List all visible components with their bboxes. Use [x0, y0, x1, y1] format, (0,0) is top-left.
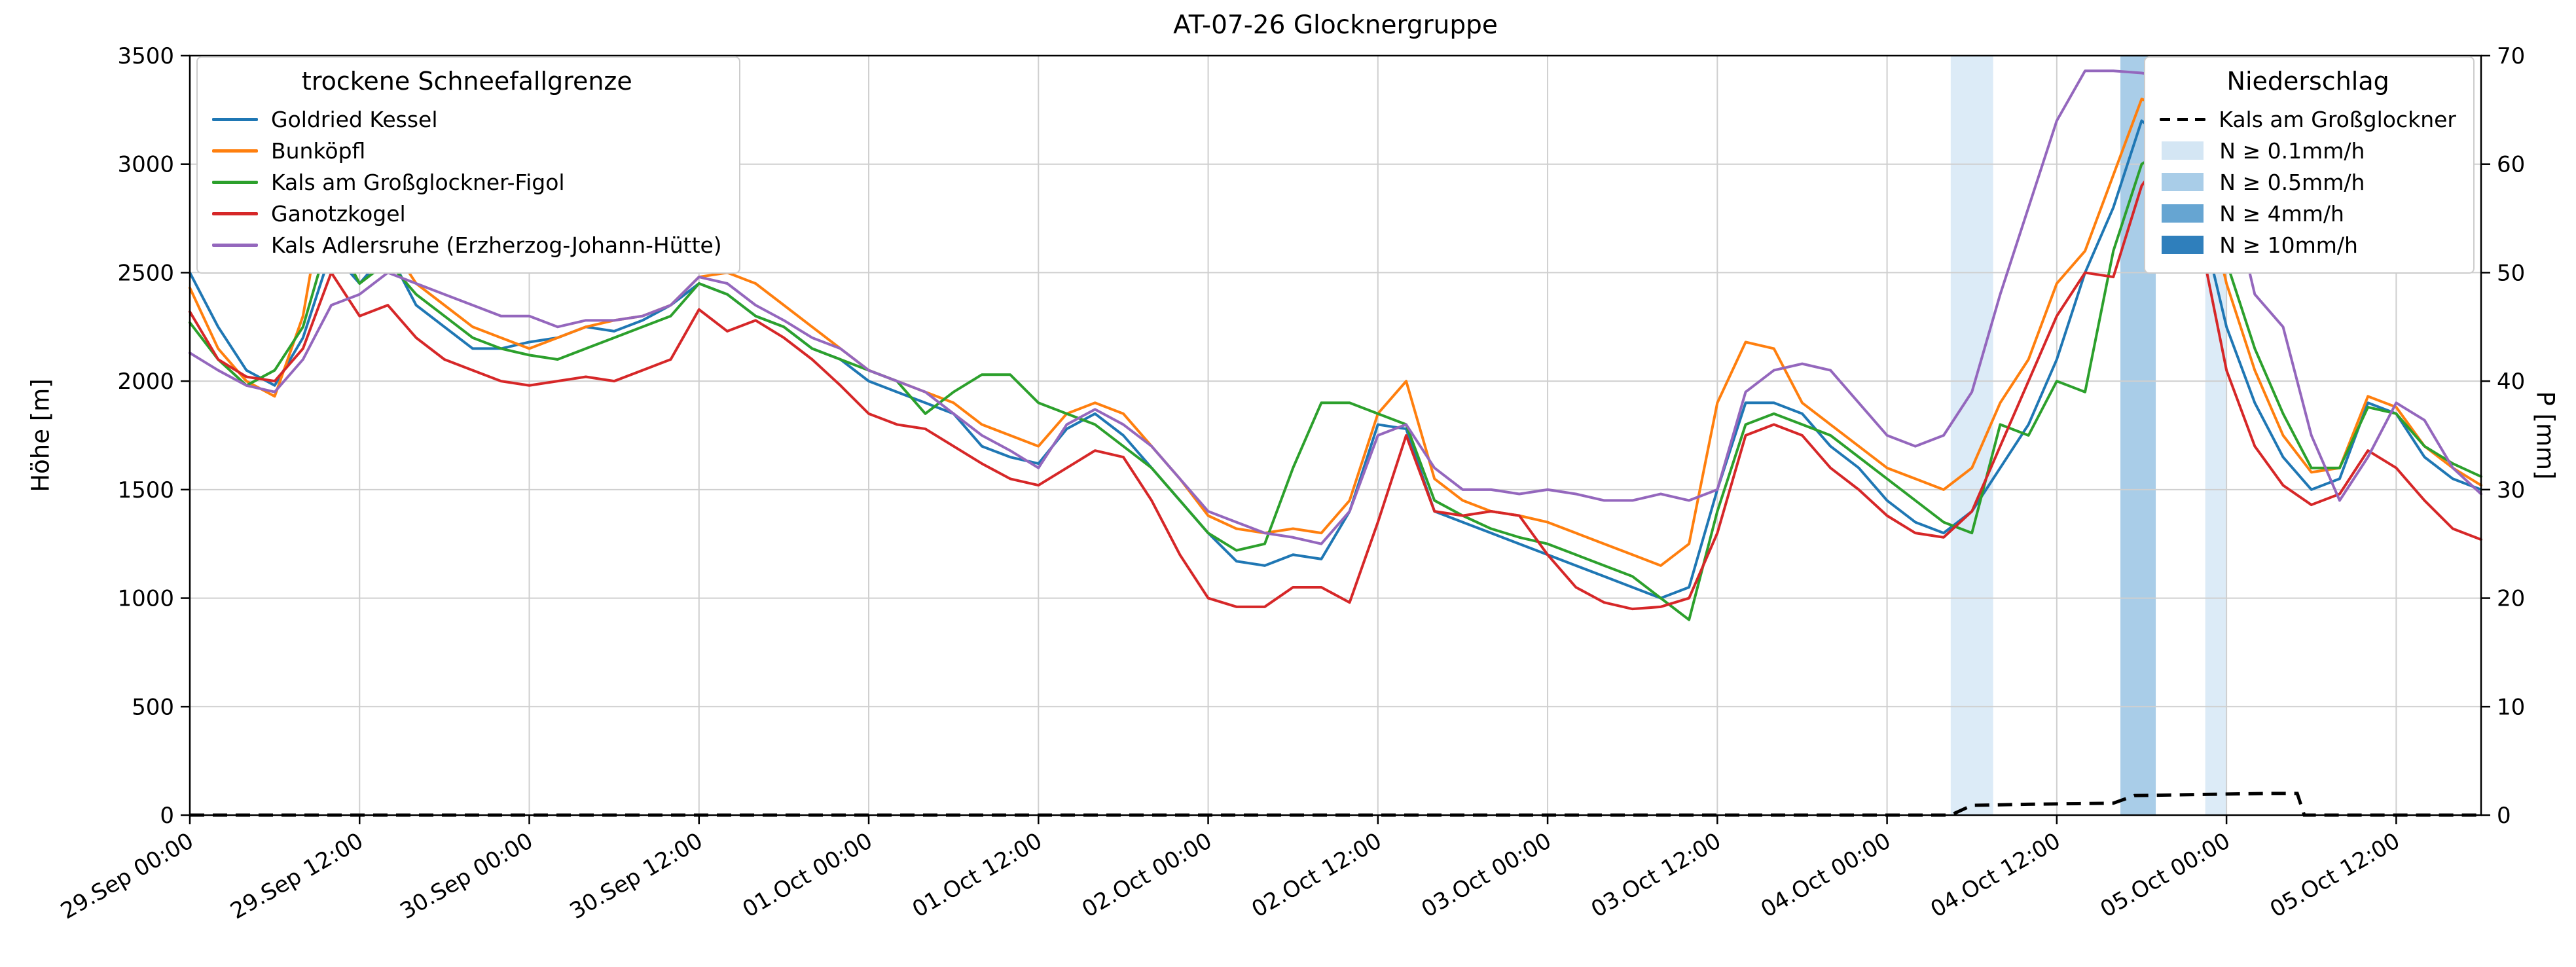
x-tick-label: 03.Oct 00:00: [1417, 828, 1556, 922]
legend-precip-title: Niederschlag: [2226, 67, 2389, 96]
x-tick-label: 02.Oct 00:00: [1078, 828, 1216, 922]
series-line-1: [189, 98, 2482, 567]
y-left-tick-label: 3500: [117, 43, 174, 69]
band-swatch-05: [2162, 173, 2204, 191]
x-tick-label: 30.Sep 12:00: [566, 828, 708, 924]
x-tick-label: 02.Oct 12:00: [1247, 828, 1386, 922]
y-right-tick-label: 20: [2497, 586, 2525, 612]
y-left-tick-label: 500: [132, 694, 174, 720]
legend-snowline-title: trockene Schneefallgrenze: [301, 67, 632, 96]
y-left-tick-label: 1500: [117, 477, 174, 503]
legend-label-band-05: N ≥ 0.5mm/h: [2219, 169, 2365, 195]
series-line-2: [189, 145, 2482, 621]
legend-snowline: trockene Schneefallgrenze Goldried Kesse…: [196, 56, 740, 274]
y-axis-label-left: Höhe [m]: [26, 378, 55, 492]
x-tick-label: 04.Oct 12:00: [1926, 828, 2065, 922]
band-swatch-10: [2162, 236, 2204, 254]
axis-ticks: [181, 54, 2490, 824]
legend-label-precip-station: Kals am Großglockner: [2219, 106, 2456, 132]
legend-item-band-10: N ≥ 10mm/h: [2160, 229, 2456, 261]
y-right-tick-label: 40: [2497, 369, 2525, 395]
x-tick-label: 30.Sep 00:00: [395, 828, 537, 924]
series-line-3: [189, 145, 2482, 611]
line-swatch-goldried-kessel: [212, 117, 258, 121]
band-swatch-01: [2162, 141, 2204, 160]
line-swatch-ganotzkogel: [212, 211, 258, 215]
y-right-tick-label: 30: [2497, 477, 2525, 503]
legend-label-kals-adlersruhe: Kals Adlersruhe (Erzherzog-Johann-Hütte): [271, 232, 722, 258]
x-tick-label: 01.Oct 12:00: [908, 828, 1047, 922]
x-tick-label: 05.Oct 00:00: [2096, 828, 2235, 922]
y-right-tick-label: 70: [2497, 43, 2525, 69]
legend-label-kals-figol: Kals am Großglockner-Figol: [271, 169, 565, 195]
x-tick-label: 03.Oct 12:00: [1587, 828, 1726, 922]
x-tick-label: 05.Oct 12:00: [2266, 828, 2404, 922]
band-swatch-4: [2162, 204, 2204, 223]
legend-precip: Niederschlag Kals am Großglockner N ≥ 0.…: [2144, 56, 2475, 274]
legend-item-goldried-kessel: Goldried Kessel: [212, 103, 722, 135]
legend-label-bunkoepfl: Bunköpfl: [271, 137, 366, 164]
dashed-line-swatch: [2160, 117, 2206, 121]
line-swatch-bunkoepfl: [212, 149, 258, 153]
x-tick-label: 29.Sep 12:00: [226, 828, 368, 924]
line-swatch-kals-adlersruhe: [212, 243, 258, 247]
y-left-tick-label: 2500: [117, 260, 174, 286]
y-axis-label-right: P [mm]: [2531, 391, 2560, 480]
y-right-tick-label: 60: [2497, 152, 2525, 178]
y-left-tick-label: 2000: [117, 369, 174, 395]
x-tick-label: 29.Sep 00:00: [56, 828, 198, 924]
x-tick-label: 04.Oct 00:00: [1756, 828, 1895, 922]
y-right-tick-label: 0: [2497, 803, 2511, 829]
legend-label-band-4: N ≥ 4mm/h: [2219, 200, 2344, 227]
chart-title: AT-07-26 Glocknergruppe: [1173, 10, 1498, 40]
plot-border: [189, 54, 2482, 816]
y-left-tick-label: 3000: [117, 152, 174, 178]
legend-item-bunkoepfl: Bunköpfl: [212, 135, 722, 166]
legend-item-band-01: N ≥ 0.1mm/h: [2160, 135, 2456, 166]
legend-item-band-4: N ≥ 4mm/h: [2160, 198, 2456, 229]
series-line-4: [189, 69, 2482, 545]
legend-label-goldried-kessel: Goldried Kessel: [271, 106, 438, 132]
legend-label-ganotzkogel: Ganotzkogel: [271, 200, 406, 227]
legend-item-kals-figol: Kals am Großglockner-Figol: [212, 166, 722, 198]
precip-line: [190, 792, 2481, 817]
line-swatch-kals-figol: [212, 180, 258, 184]
legend-label-band-01: N ≥ 0.1mm/h: [2219, 137, 2365, 164]
legend-label-band-10: N ≥ 10mm/h: [2219, 232, 2358, 258]
y-right-tick-label: 50: [2497, 260, 2525, 286]
y-left-tick-label: 1000: [117, 586, 174, 612]
y-left-tick-label: 0: [160, 803, 174, 829]
y-right-tick-label: 10: [2497, 694, 2525, 720]
legend-item-ganotzkogel: Ganotzkogel: [212, 198, 722, 229]
x-tick-label: 01.Oct 00:00: [738, 828, 877, 922]
legend-item-kals-adlersruhe: Kals Adlersruhe (Erzherzog-Johann-Hütte): [212, 229, 722, 261]
legend-item-precip-station: Kals am Großglockner: [2160, 103, 2456, 135]
legend-item-band-05: N ≥ 0.5mm/h: [2160, 166, 2456, 198]
